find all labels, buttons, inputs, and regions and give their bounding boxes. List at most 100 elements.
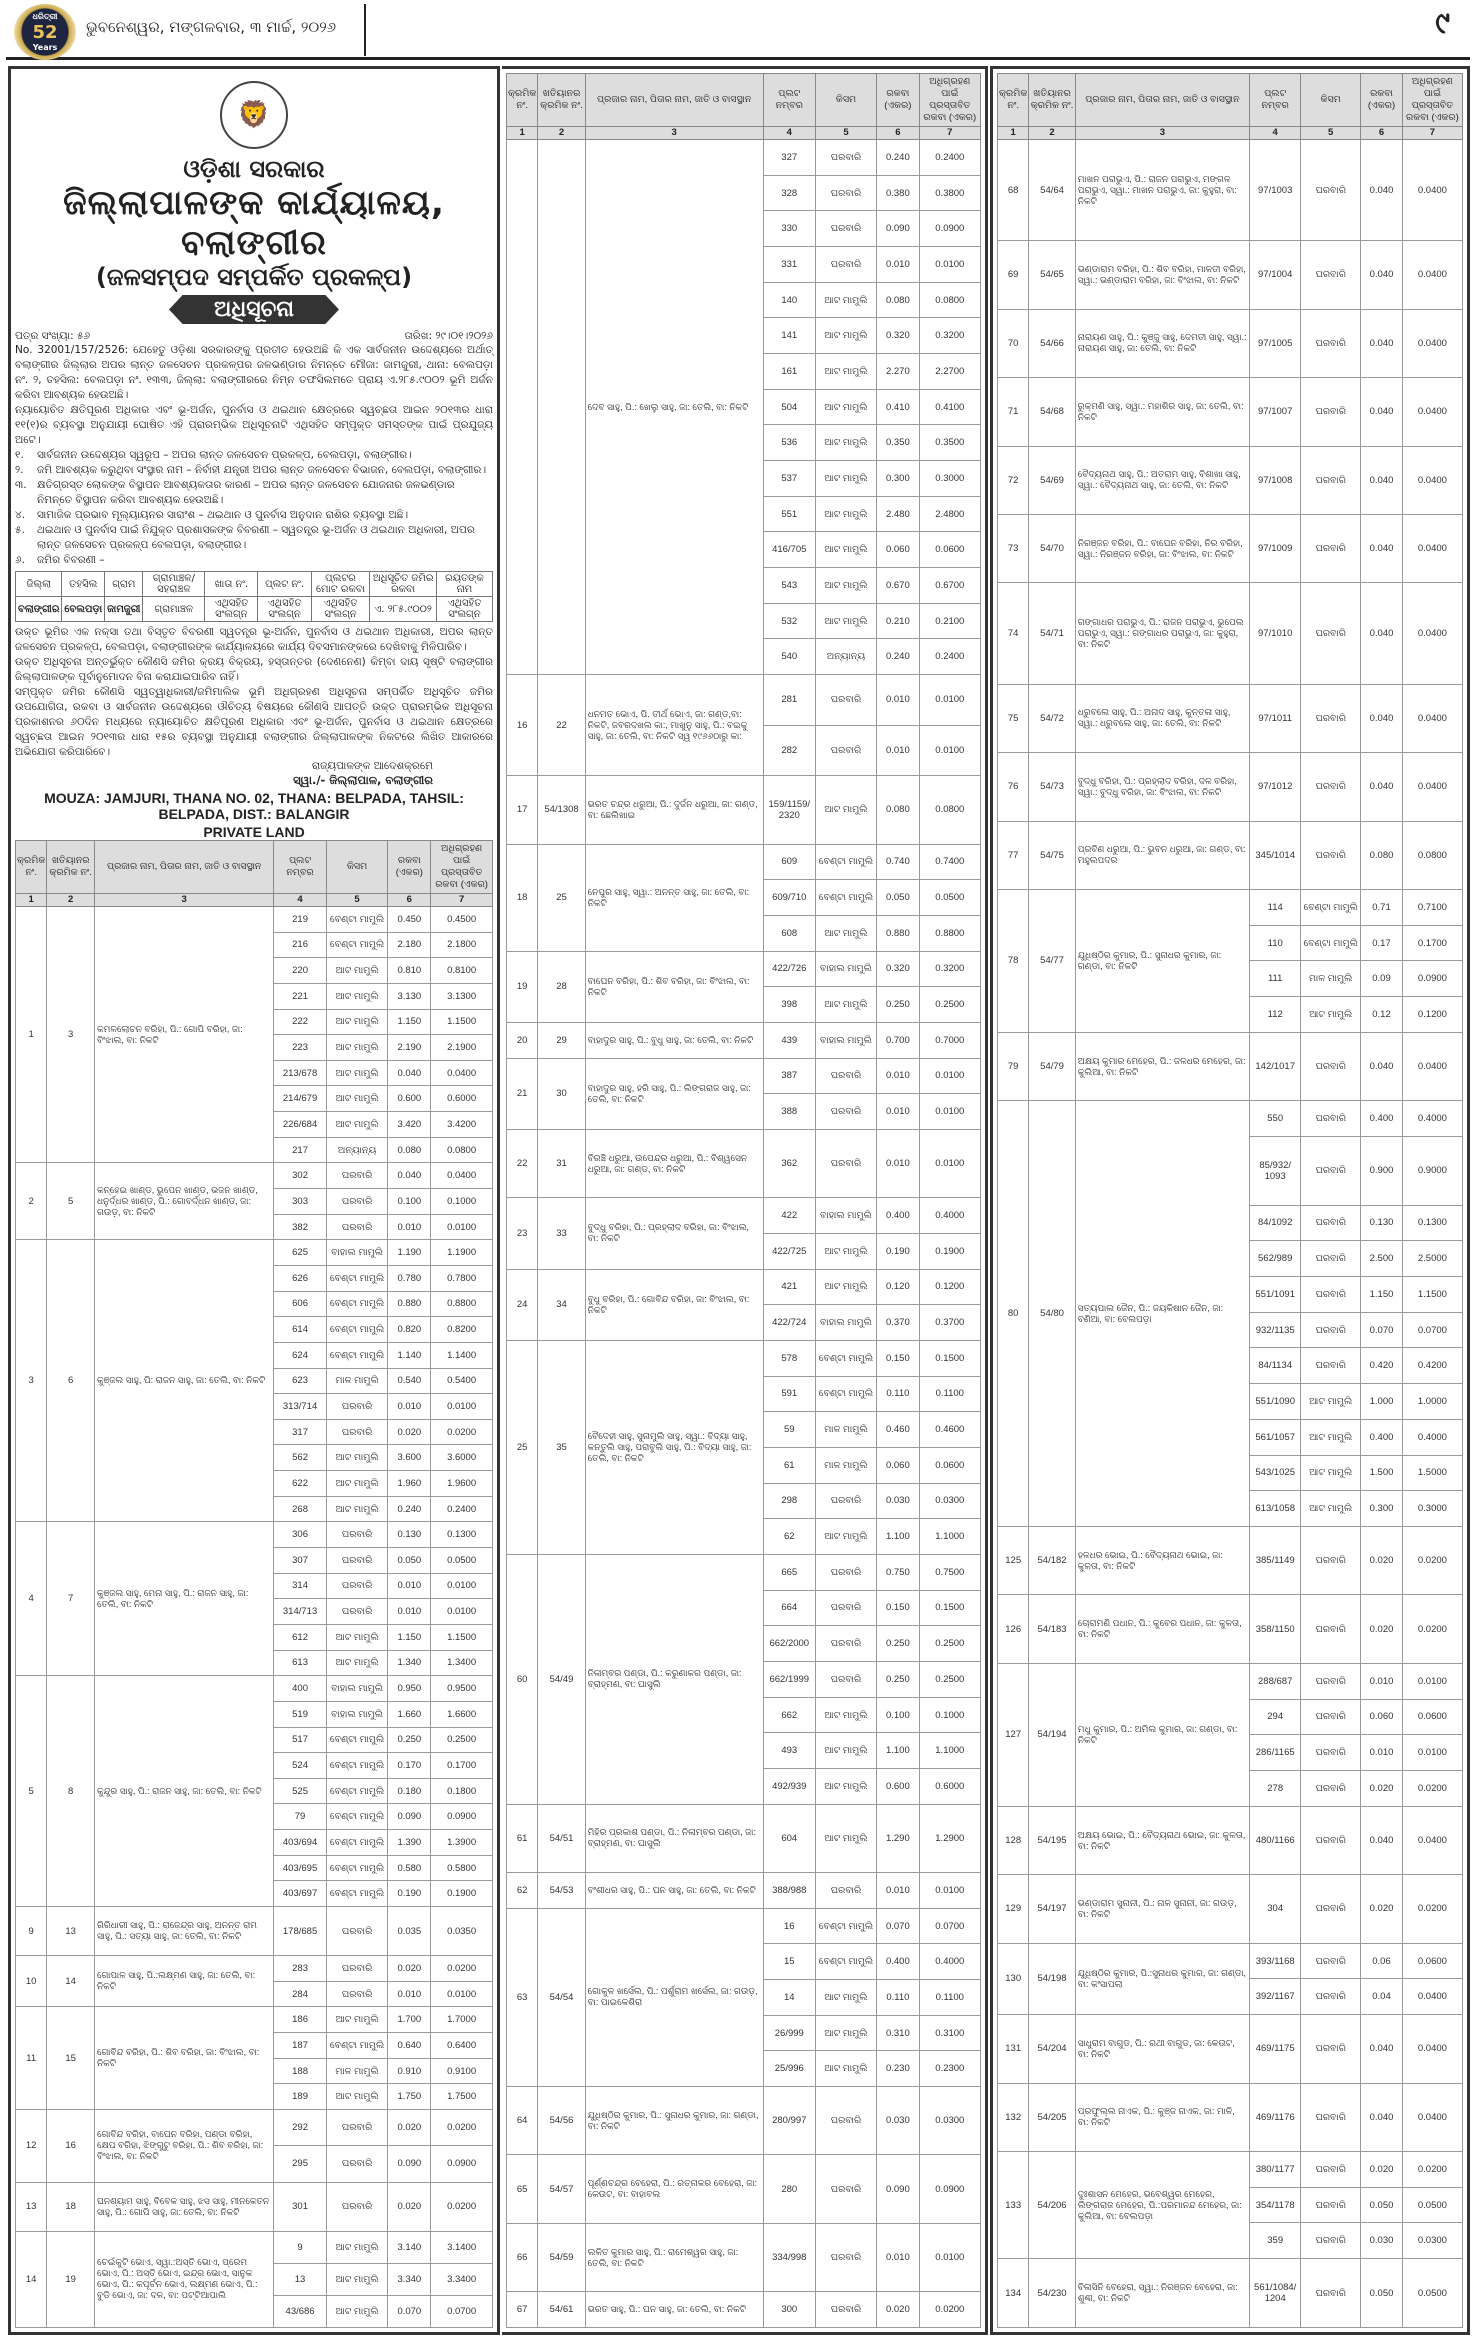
serial-number: 13 <box>14 2181 48 2232</box>
plot-number: 110 <box>1249 924 1302 962</box>
land-class: ବାହାଲ ମାମୁଲି <box>325 1700 389 1728</box>
khatiyan-number: 34 <box>537 1268 586 1341</box>
department-title: (ଜଳସମ୍ପଦ ସମ୍ପର୍କିତ ପ୍ରକଳ୍ପ) <box>95 263 413 291</box>
land-class: ମାଳ ମାମୁଲି <box>325 2057 389 2085</box>
serial-number: 12 <box>14 2108 48 2183</box>
land-class: ଘରବାରି <box>1300 2258 1362 2328</box>
owner-details: ସାଧୁରାମ ବାଗୁଡ, ପି.: ରଥୀ ବାଗୁଡ, ଜା: କେଉଟ,… <box>1074 2014 1251 2084</box>
plot-number: 15 <box>762 1943 816 1981</box>
proposed-area-acres: 0.0400 <box>1401 445 1464 516</box>
land-class: ବେଣ୍ଟା ମାମୁଲି <box>325 1803 389 1831</box>
table-row: 398 ଆଟ ମାମୁଲି 0.250 0.2500 <box>507 986 982 1023</box>
column-number: 2 <box>1028 126 1076 140</box>
area-acres: 0.250 <box>876 1661 920 1698</box>
proposed-area-acres: 0.0200 <box>1401 1874 1464 1944</box>
table-row: 14 19 ଚେଇଁକୁଟି ଭୋଏ, ସ୍ୱା.:ଅସ୍ତି ଭୋଏ, ପ୍ରେମ… <box>14 2230 493 2329</box>
area-acres: 3.130 <box>387 982 432 1010</box>
area-acres: 0.040 <box>1360 308 1403 379</box>
area-acres: 0.060 <box>876 1446 920 1484</box>
khatiyan-number: 54/77 <box>1028 889 1076 1033</box>
plot-number: 62 <box>762 1518 816 1555</box>
land-table-header: ରୟତଙ୍କ ନାମ <box>435 571 494 597</box>
proposed-area-acres: 1.0000 <box>1401 1383 1464 1420</box>
land-class: ଘରବାରି <box>814 1093 878 1130</box>
khatiyan-number: 54/68 <box>1028 377 1076 447</box>
table-row: 278 ଘରବାରି 0.020 0.0200 <box>998 1770 1464 1807</box>
item-number: ୩. <box>15 479 27 491</box>
proposed-area-acres: 2.1900 <box>430 1034 493 1061</box>
plot-number: 612 <box>273 1623 327 1651</box>
proposed-area-acres: 0.0700 <box>918 1907 982 1945</box>
column-number: 3 <box>93 893 275 907</box>
plot-number: 664 <box>762 1589 816 1627</box>
proposed-area-acres: 0.0500 <box>1401 2258 1464 2328</box>
table-row: 525 ବେଣ୍ଟା ମାମୁଲି 0.180 0.1800 <box>16 1777 493 1805</box>
table-row: 23 33 ବୁଦ୍ଧୁ ବରିହା, ପି.: ପ୍ରହ୍ଲାଦ ବରିହା, ଜ… <box>505 1197 982 1270</box>
table-row: 77 54/75 ପ୍ରବିଣ ଧରୁଆ, ପି.: ଭୁବନ ଧରୁଆ, ଜା: … <box>996 820 1464 891</box>
table-row: 493 ଆଟ ମାମୁଲି 1.100 1.1000 <box>507 1732 982 1770</box>
serial-number: 17 <box>505 775 539 845</box>
land-class: ଘରବାରି <box>1300 582 1362 685</box>
owner-details: ଧନମତ ଭୋଏ, ପି. ତୀର୍ଥ ଭୋଏ, ଜା: ଗଣ୍ଡ,ବା: ନି… <box>584 674 764 777</box>
plot-number: 626 <box>273 1264 327 1292</box>
item-number: ୬. <box>15 554 25 566</box>
land-class: ଆଟ ମାମୁଲି <box>814 1268 878 1306</box>
proposed-area-acres: 0.1800 <box>430 1777 493 1805</box>
plot-number: 561/1084/ 1204 <box>1249 2258 1302 2328</box>
proposed-area-acres: 0.1100 <box>918 1979 982 2016</box>
area-acres: 0.040 <box>1360 582 1403 685</box>
proposed-area-acres: 0.0200 <box>430 1955 493 1982</box>
serial-number: 2 <box>14 1162 48 1241</box>
proposed-area-acres: 0.9100 <box>430 2057 493 2085</box>
area-acres: 0.540 <box>387 1367 432 1395</box>
notice-paragraph: ସମ୍ପୃକ୍ତ ଜମିର କୌଣସି ସ୍ୱତ୍ୱାଧିକାରୀ/ଜମିମାଲ… <box>15 686 493 758</box>
proposed-area-acres: 0.0400 <box>1401 2082 1464 2153</box>
plot-number: 97/1003 <box>1249 138 1302 242</box>
plot-number: 9 <box>273 2230 327 2264</box>
area-acres: 0.050 <box>387 1547 432 1574</box>
header-row: କ୍ରମିକ ନଂ. ଖତିୟାନର କ୍ରମିକ ନଂ. ପ୍ରଜାର ନାମ, … <box>14 840 493 894</box>
area-acres: 0.150 <box>876 1589 920 1627</box>
proposed-area-acres: 0.0400 <box>1401 138 1464 242</box>
column-header: ପ୍ଲଟ ନମ୍ବର <box>762 73 816 127</box>
plot-number: 504 <box>762 388 816 426</box>
land-class: ଘରବାରି <box>814 1661 878 1698</box>
plot-number: 317 <box>273 1418 327 1446</box>
land-class: ମାଳ ମାମୁଲି <box>814 1446 878 1484</box>
plot-number: 43/686 <box>273 2294 327 2329</box>
land-class: ଘରବାରି <box>814 1625 878 1662</box>
land-class: ଘରବାରି <box>325 1521 389 1549</box>
serial-number: 3 <box>14 1239 48 1523</box>
plot-number: 214/679 <box>273 1085 327 1113</box>
area-acres: 0.110 <box>876 1979 920 2016</box>
land-class: ବେଣ୍ଟା ମାମୁଲି <box>325 1341 389 1369</box>
area-acres: 0.17 <box>1360 924 1403 962</box>
land-class: ଘରବାରି <box>1300 683 1362 754</box>
area-acres: 3.140 <box>387 2230 432 2264</box>
proposed-area-acres: 1.1500 <box>1401 1275 1464 1313</box>
land-class: ଘରବାରି <box>325 1905 389 1957</box>
serial-number: 24 <box>505 1268 539 1341</box>
area-acres: 0.020 <box>1360 2151 1403 2188</box>
land-class: ଆଟ ମାମୁଲି <box>325 1649 389 1677</box>
plot-number: 385/1149 <box>1249 1525 1302 1596</box>
area-acres: 0.190 <box>387 1880 432 1907</box>
serial-number: 23 <box>505 1197 539 1270</box>
area-acres: 0.040 <box>387 1059 432 1087</box>
plot-number: 551 <box>762 495 816 533</box>
plot-number: 561/1057 <box>1249 1418 1302 1456</box>
khatiyan-number: 54/80 <box>1028 1100 1076 1527</box>
page-number: ୯ <box>1435 6 1450 41</box>
column-header: ରକବା (ଏକର) <box>1360 73 1403 127</box>
serial-number: 80 <box>996 1100 1030 1527</box>
owner-details: ଭରତ ଚନ୍ଦ୍ର ଧରୁଆ, ପି.: ଦୁର୍ଜନ ଧରୁଆ, ଜା: ଗ… <box>584 775 764 845</box>
land-table-cell: ବଲାଙ୍ଗୀର <box>14 596 63 622</box>
item-text: ଜମି ଆବଶ୍ୟକ କରୁଥିବା ସଂସ୍ଥାର ନାମ – ନିର୍ବାହ… <box>37 464 487 476</box>
area-acres: 0.04 <box>1360 1978 1403 2016</box>
serial-number: 65 <box>505 2154 539 2224</box>
proposed-area-acres: 3.4200 <box>430 1111 493 1138</box>
proposed-area-acres: 0.0800 <box>918 775 982 845</box>
land-class: ଆଟ ମାମୁଲି <box>325 1470 389 1497</box>
table-row: 110 ବେଣ୍ଟା ମାମୁଲି 0.17 0.1700 <box>998 924 1464 962</box>
area-acres: 0.100 <box>387 1188 432 1215</box>
